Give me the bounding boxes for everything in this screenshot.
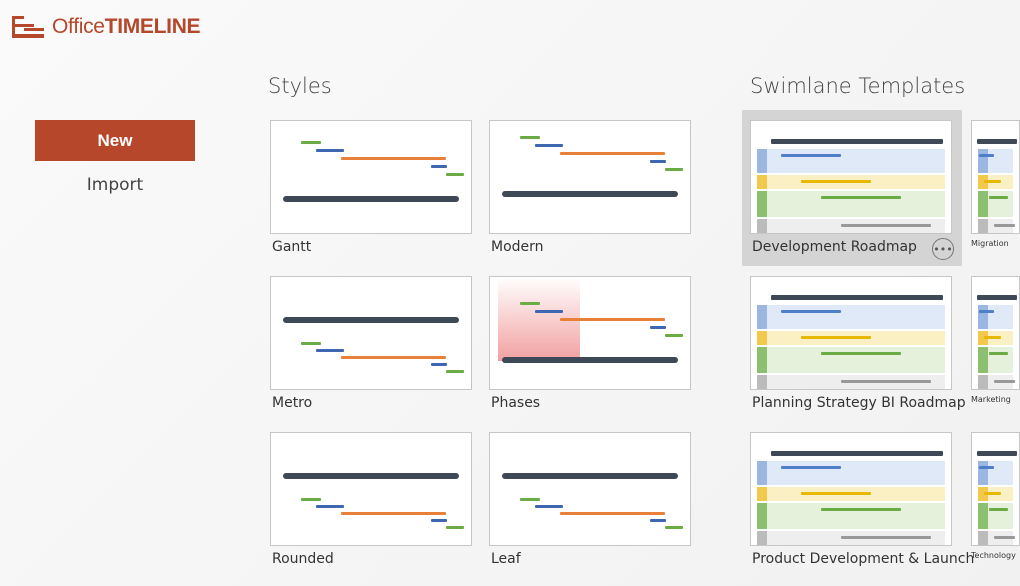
template-thumbnail[interactable] bbox=[270, 276, 472, 390]
logo-text: OfficeTIMELINE bbox=[52, 15, 201, 38]
template-label: Rounded bbox=[272, 551, 334, 567]
app-logo: OfficeTIMELINE bbox=[12, 15, 201, 39]
template-thumbnail[interactable] bbox=[750, 120, 952, 234]
template-label: Development Roadmap bbox=[752, 239, 917, 255]
swimlane-card[interactable]: Planning Strategy BI Roadmap bbox=[742, 266, 966, 422]
template-thumbnail[interactable] bbox=[489, 432, 691, 546]
template-thumbnail[interactable] bbox=[971, 276, 1020, 390]
import-link[interactable]: Import bbox=[86, 175, 144, 195]
swimlane-card[interactable]: Technology bbox=[963, 422, 1020, 578]
swimlane-heading: Swimlane Templates bbox=[750, 74, 966, 98]
template-thumbnail[interactable] bbox=[270, 120, 472, 234]
template-label: Migration bbox=[971, 239, 1009, 248]
template-label: Metro bbox=[272, 395, 313, 411]
template-label: Modern bbox=[491, 239, 544, 255]
styles-heading: Styles bbox=[268, 74, 332, 98]
template-thumbnail[interactable] bbox=[750, 432, 952, 546]
template-thumbnail[interactable] bbox=[489, 276, 691, 390]
template-thumbnail[interactable] bbox=[971, 120, 1020, 234]
template-label: Leaf bbox=[491, 551, 521, 567]
template-label: Product Development & Launch bbox=[752, 551, 975, 567]
template-label: Gantt bbox=[272, 239, 312, 255]
template-label: Marketing bbox=[971, 395, 1011, 404]
style-card[interactable]: Leaf bbox=[481, 422, 701, 578]
new-button[interactable]: New bbox=[35, 120, 195, 161]
template-thumbnail[interactable] bbox=[489, 120, 691, 234]
template-label: Technology bbox=[971, 551, 1016, 560]
style-card[interactable]: Metro bbox=[262, 266, 482, 422]
swimlane-card[interactable]: Development Roadmap ••• bbox=[742, 110, 962, 266]
style-card[interactable]: Gantt bbox=[262, 110, 482, 266]
style-card[interactable]: Phases bbox=[481, 266, 701, 422]
style-card[interactable]: Modern bbox=[481, 110, 701, 266]
logo-icon bbox=[12, 16, 44, 38]
swimlane-card[interactable]: Marketing bbox=[963, 266, 1020, 422]
ellipsis-circle-icon[interactable]: ••• bbox=[932, 238, 954, 260]
template-label: Planning Strategy BI Roadmap bbox=[752, 395, 966, 411]
swimlane-card[interactable]: Migration bbox=[963, 110, 1020, 266]
template-thumbnail[interactable] bbox=[270, 432, 472, 546]
template-label: Phases bbox=[491, 395, 541, 411]
template-thumbnail[interactable] bbox=[750, 276, 952, 390]
style-card[interactable]: Rounded bbox=[262, 422, 482, 578]
template-thumbnail[interactable] bbox=[971, 432, 1020, 546]
swimlane-card[interactable]: Product Development & Launch bbox=[742, 422, 974, 578]
